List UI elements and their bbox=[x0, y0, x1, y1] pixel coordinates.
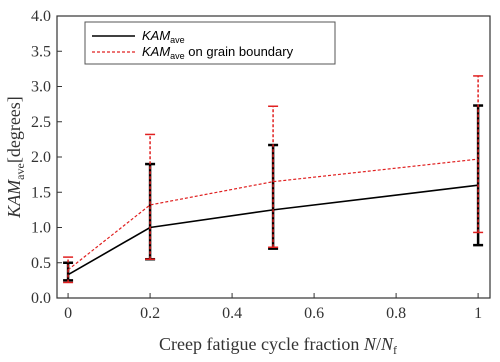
y-tick-label: 3.5 bbox=[31, 43, 51, 60]
legend-sub: ave bbox=[170, 35, 185, 45]
x-tick-label: 1 bbox=[474, 305, 482, 322]
legend-sub: ave bbox=[170, 51, 185, 61]
y-tick-label: 3.0 bbox=[31, 79, 51, 96]
y-tick-label: 4.0 bbox=[31, 8, 51, 25]
series-line bbox=[67, 184, 479, 276]
x-axis-label: Creep fatigue cycle fraction N/Nf bbox=[159, 334, 397, 357]
y-tick-label: 2.0 bbox=[31, 149, 51, 166]
x-tick-label: 0.8 bbox=[386, 305, 406, 322]
y-tick-label: 2.5 bbox=[31, 114, 51, 131]
x-tick-label: 0 bbox=[64, 305, 72, 322]
legend-label: KAMave on grain boundary bbox=[142, 44, 294, 61]
y-axis-label: KAMave[degrees] bbox=[4, 96, 27, 219]
y-tick-label: 0.5 bbox=[31, 255, 51, 272]
y-tick-label: 1.5 bbox=[31, 184, 51, 201]
x-tick-label: 0.4 bbox=[222, 305, 242, 322]
x-tick-label: 0.2 bbox=[140, 305, 160, 322]
legend-name: KAM bbox=[142, 44, 170, 59]
y-tick-label: 0.0 bbox=[31, 290, 51, 307]
legend-label: KAMave bbox=[142, 28, 185, 45]
legend-name: KAM bbox=[142, 28, 170, 43]
x-tick-label: 0.6 bbox=[304, 305, 324, 322]
series-line bbox=[67, 158, 479, 271]
legend bbox=[84, 21, 336, 65]
y-tick-label: 1.0 bbox=[31, 220, 51, 237]
legend-suffix: on grain boundary bbox=[185, 44, 294, 59]
